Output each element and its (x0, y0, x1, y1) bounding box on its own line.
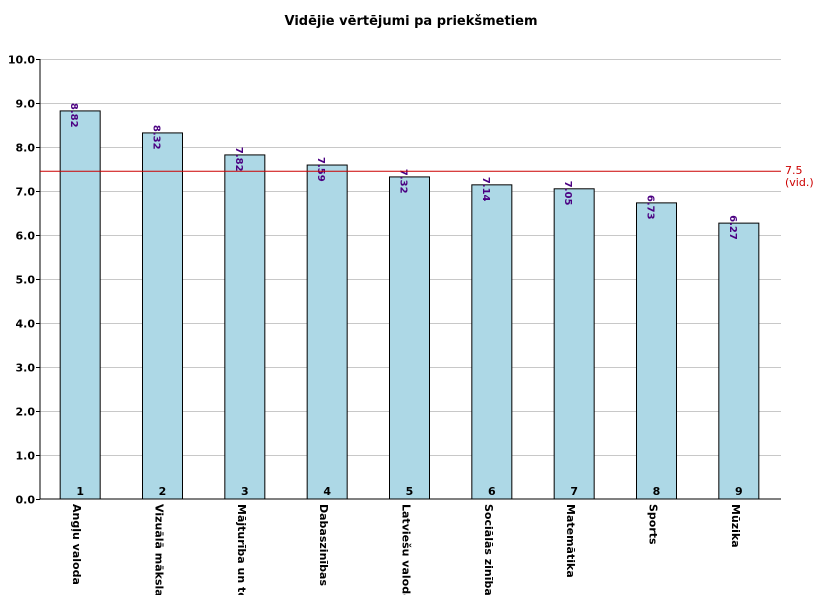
category-label: Dabaszinības (317, 504, 330, 586)
bar-index-label: 1 (76, 485, 84, 498)
bar (224, 154, 266, 500)
category-label: Vizuālā māksla (153, 504, 166, 595)
bar (636, 202, 677, 500)
category-label: Angļu valoda (70, 504, 83, 585)
category-label: Latviešu valoda (400, 504, 413, 595)
category-label: Matemātika (564, 504, 577, 578)
y-tick-label: 0.0 (16, 494, 36, 507)
y-tick-label: 1.0 (16, 450, 36, 463)
bars: 8.82 1 8.32 2 7.82 3 7.59 4 7.32 5 7.14 6 7.05 7 6.73 8… (59, 103, 760, 500)
bar-index-label: 4 (323, 485, 331, 498)
bar (306, 164, 348, 500)
y-tick-label: 2.0 (16, 406, 36, 419)
category-labels: Angļu valoda Vizuālā māksla Mājturība un t… (70, 504, 742, 595)
value-label: 6.27 (727, 215, 738, 240)
bar-index-label: 6 (488, 485, 496, 498)
value-label: 7.05 (562, 181, 573, 206)
y-tick-label: 8.0 (16, 142, 36, 155)
bar-index-label: 8 (653, 485, 661, 498)
value-label: 8.82 (68, 103, 79, 128)
value-label: 7.82 (233, 147, 244, 172)
y-tick-labels: 0.0 1.0 2.0 3.0 4.0 5.0 6.0 7.0 8.0 9.0 10.0 (8, 54, 40, 507)
bar (389, 176, 430, 500)
bar-index-label: 5 (406, 485, 414, 498)
bar-index-label: 3 (241, 485, 249, 498)
value-label: 8.32 (151, 125, 162, 150)
y-tick-label: 3.0 (16, 362, 36, 375)
average-suffix-label: (vid.) (785, 176, 814, 189)
bar (553, 188, 595, 500)
bar-index-label: 7 (570, 485, 578, 498)
bar (142, 132, 183, 500)
y-tick-label: 9.0 (16, 98, 36, 111)
category-label: Mājturība un tehn (235, 504, 248, 595)
value-label: 6.73 (645, 195, 656, 220)
y-tick-label: 5.0 (16, 274, 36, 287)
bar-index-label: 2 (159, 485, 167, 498)
value-label: 7.32 (398, 169, 409, 194)
category-label: Sports (647, 504, 660, 545)
bar (59, 110, 101, 500)
chart-title: Vidējie vērtējumi pa priekšmetiem (284, 14, 537, 29)
category-label: Sociālās zinības (482, 504, 495, 595)
bar (718, 222, 760, 500)
average-value-label: 7.5 (785, 164, 803, 177)
category-label: Mūzika (729, 504, 742, 548)
value-label: 7.59 (315, 157, 326, 182)
y-tick-label: 10.0 (8, 54, 35, 67)
average-line-group: 7.5 (vid.) (40, 164, 814, 189)
y-tick-label: 4.0 (16, 318, 36, 331)
bar-index-label: 9 (735, 485, 743, 498)
bar (471, 184, 513, 500)
y-tick-label: 6.0 (16, 230, 36, 243)
value-label: 7.14 (480, 177, 491, 202)
y-tick-label: 7.0 (16, 186, 36, 199)
